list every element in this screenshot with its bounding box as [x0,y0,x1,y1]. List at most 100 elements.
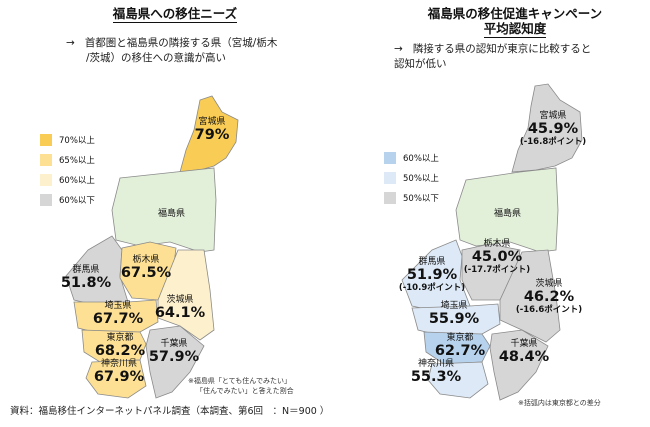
pref-name: 千葉県 [510,339,538,349]
pref-name: 群馬県 [418,257,446,267]
right-footnote: ※括弧内は東京都との差分 [518,399,601,407]
left-title-text: 福島県への移住ニーズ [112,6,238,23]
legend-label: 60%以下 [59,196,95,206]
pref-name: 宮城県 [539,111,567,121]
left-label-tokyo: 東京都 68.2% [90,333,150,360]
pref-value: 51.8% [60,274,112,291]
right-note-line2: 認知が低い [394,58,447,70]
legend-swatch [384,192,396,204]
right-note-arrow-icon: → [394,43,403,55]
pref-name: 茨城県 [166,295,194,305]
right-note: → 隣接する県の認知が東京に比較すると 認知が低い [394,42,646,72]
right-map [401,83,583,401]
pref-value: 55.9% [428,310,480,327]
pref-value: 64.1% [154,304,206,321]
pref-value: 68.2% [94,342,146,359]
left-footnote-line2: 「住んでみたい」と答えた割合 [196,387,294,395]
right-label-tochigi: 栃木県 45.0% (-17.7ポイント) [454,239,540,275]
pref-name: 栃木県 [483,239,511,249]
right-label-fukushima: 福島県 [494,209,522,219]
left-label-fukushima: 福島県 [158,209,186,219]
right-legend: 60%以上 50%以上 50%以下 [384,148,439,208]
legend-label: 70%以上 [59,136,95,146]
pref-value: 57.9% [148,348,200,365]
pref-value: 79% [194,126,230,143]
left-region-miyagi [179,95,239,173]
right-legend-item: 60%以上 [384,148,439,168]
pref-name: 東京都 [106,333,134,343]
left-note-arrow-icon: → [66,37,75,49]
pref-value: 45.9% [527,120,579,137]
pref-name: 神奈川県 [417,359,454,369]
right-label-kanagawa: 神奈川県 55.3% [404,359,468,386]
legend-swatch [40,134,52,146]
right-label-ibaraki: 茨城県 46.2% (-16.6ポイント) [506,279,592,315]
left-region-saitama [73,299,159,335]
legend-swatch [40,194,52,206]
pref-name: 千葉県 [160,339,188,349]
right-label-gunma: 群馬県 51.9% (-10.9ポイント) [392,257,472,293]
pref-value: 48.4% [498,348,550,365]
left-note: → 首都圏と福島県の隣接する県（宮城/栃木 /茨城）の移住への意識が高い [66,36,336,66]
legend-swatch [40,174,52,186]
left-label-tochigi: 栃木県 67.5% [118,255,174,282]
right-title-line2: 平均認知度 [483,21,547,38]
pref-value: 55.3% [410,368,462,385]
left-legend-item: 65%以上 [40,150,95,170]
left-legend-item: 60%以上 [40,170,95,190]
right-title-line1: 福島県の移住促進キャンペーン [427,6,603,21]
pref-diff: (-10.9ポイント) [398,282,466,293]
pref-name: 茨城県 [535,279,563,289]
pref-name: 群馬県 [72,265,100,275]
right-label-chiba: 千葉県 48.4% [494,339,554,366]
left-note-line2: /茨城）の移住への意識が高い [86,52,227,64]
legend-label: 65%以上 [59,156,95,166]
right-legend-item: 50%以上 [384,168,439,188]
right-label-miyagi: 宮城県 45.9% (-16.8ポイント) [510,111,596,147]
legend-label: 60%以上 [59,176,95,186]
left-note-line1: 首都圏と福島県の隣接する県（宮城/栃木 [84,37,278,49]
left-map [65,95,239,399]
legend-swatch [384,172,396,184]
legend-swatch [384,152,396,164]
right-panel-title: 福島県の移住促進キャンペーン 平均認知度 [400,6,630,38]
left-legend-item: 70%以上 [40,130,95,150]
left-footnote: ※福島県「とても住んでみたい」 「住んでみたい」と答えた割合 [188,376,294,396]
left-label-ibaraki: 茨城県 64.1% [150,295,210,322]
right-region-saitama [411,303,501,337]
pref-diff: (-16.6ポイント) [515,304,583,315]
legend-label: 50%以上 [403,174,439,184]
left-label-miyagi: 宮城県 79% [184,117,240,144]
right-label-saitama: 埼玉県 55.9% [424,301,484,328]
left-region-chiba [145,325,205,399]
source-note: 資料：福島移住インターネットパネル調査（本調査、第6回 ：N＝900 ） [10,406,330,417]
pref-diff: (-16.8ポイント) [519,136,587,147]
left-region-kanagawa [85,359,147,399]
pref-value: 51.9% [406,266,458,283]
left-panel-title: 福島県への移住ニーズ [90,6,260,23]
right-region-chiba [489,329,549,401]
right-label-tokyo: 東京都 62.7% [430,333,490,360]
pref-name: 宮城県 [198,117,226,127]
legend-label: 50%以下 [403,194,439,204]
left-footnote-line1: ※福島県「とても住んでみたい」 [188,377,291,385]
right-note-line1: 隣接する県の認知が東京に比較すると [412,43,592,55]
right-region-ibaraki [499,249,561,343]
left-label-kanagawa: 神奈川県 67.9% [88,359,150,386]
legend-label: 60%以上 [403,154,439,164]
pref-diff: (-17.7ポイント) [463,264,531,275]
pref-name: 埼玉県 [440,301,468,311]
pref-value: 45.0% [471,248,523,265]
right-legend-item: 50%以下 [384,188,439,208]
left-label-chiba: 千葉県 57.9% [144,339,204,366]
legend-swatch [40,154,52,166]
left-region-ibaraki [157,249,215,341]
pref-value: 67.7% [92,310,144,327]
pref-name: 栃木県 [132,255,160,265]
left-label-saitama: 埼玉県 67.7% [88,301,148,328]
pref-value: 46.2% [523,288,575,305]
pref-name: 埼玉県 [104,301,132,311]
pref-name: 東京都 [446,333,474,343]
pref-value: 67.5% [120,264,172,281]
